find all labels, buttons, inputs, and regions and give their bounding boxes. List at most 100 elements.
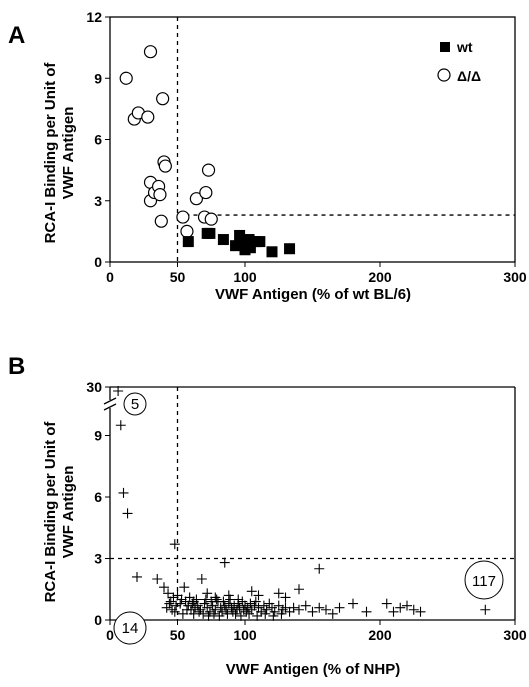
panel-a-ylabel-line2: VWF Antigen [60,107,77,200]
point-plus [221,604,232,615]
point-dd [153,188,167,202]
point-wt [243,234,255,246]
point-plus [207,600,218,611]
point-dd [154,214,168,228]
point-plus [180,596,191,607]
point-plus [241,606,252,617]
point-plus [188,608,199,619]
point-plus [169,539,180,550]
point-plus [202,602,213,613]
point-plus [184,592,195,603]
point-plus [223,598,234,609]
point-dd [143,45,158,59]
point-plus [172,590,183,601]
point-plus [168,592,179,603]
point-dd [204,212,218,226]
point-wt [217,234,229,246]
point-dd [176,210,190,224]
legend-wt-marker [440,42,450,52]
point-plus [273,600,284,611]
panel-a-xtick-label: 300 [503,269,527,285]
panel-a-legend: wt Δ/Δ [437,39,481,84]
point-plus [200,594,211,605]
point-plus [242,602,253,613]
point-plus [225,594,236,605]
point-plus [256,606,267,617]
point-plus [169,606,180,617]
point-wt [182,236,194,248]
point-plus [210,604,221,615]
point-wt [254,236,266,248]
point-wt [244,242,256,254]
point-plus [179,582,190,593]
point-plus [273,588,284,599]
panel-a-xtick-label: 50 [170,269,186,285]
point-plus [167,604,178,615]
point-plus [206,596,217,607]
point-plus [227,606,238,617]
point-plus [267,602,277,613]
point-plus [164,598,175,609]
point-plus [208,608,219,619]
point-plus [233,598,244,609]
point-plus [210,592,221,603]
point-plus [327,608,338,619]
panel-b-ytick-label: 30 [86,379,102,395]
point-plus [132,571,142,582]
point-plus [249,600,260,611]
point-plus [381,598,392,609]
panel-b-ytick-label: 0 [94,612,102,628]
point-plus [211,594,222,605]
panel-b-xlabel: VWF Antigen (% of NHP) [226,661,400,678]
point-plus [321,604,331,615]
point-plus [334,602,345,613]
panel-a-ytick-label: 0 [94,254,102,270]
point-plus [217,606,228,617]
point-plus [480,604,491,615]
point-plus [215,602,226,613]
panel-a-ylabel-line1: RCA-I Binding per Unit of [42,62,59,244]
point-plus [252,610,263,621]
point-plus [240,600,250,611]
point-wt [204,227,216,239]
point-plus [237,596,248,607]
point-plus [165,596,176,607]
point-plus [118,487,129,498]
legend-wt-label: wt [456,39,473,55]
point-plus [250,596,261,607]
point-plus [402,600,412,611]
panel-a: A RCA-I Binding per Unit of VWF Antigen … [8,9,527,303]
panel-b-marks [113,386,491,621]
point-plus [408,604,419,615]
point-plus [190,602,201,613]
point-plus [115,420,126,431]
point-wt [234,229,246,241]
panel-a-frame [109,16,516,263]
point-dd [201,163,216,177]
point-plus [395,602,406,613]
point-plus [214,610,225,621]
point-dd [158,159,172,173]
point-plus [219,557,230,568]
point-plus [269,606,280,617]
point-plus [253,590,264,601]
panel-a-ytick-label: 12 [86,9,102,25]
point-plus [277,604,288,615]
point-dd [189,192,203,206]
count-upper-left: 5 [131,396,139,413]
point-plus [198,608,209,619]
point-plus [246,604,257,615]
count-lower-left: 14 [122,620,139,637]
point-dd [141,110,155,124]
point-wt [284,243,296,255]
point-plus [258,600,269,611]
point-plus [195,604,206,615]
point-plus [253,602,264,613]
panel-b-xtick-label: 50 [170,627,186,643]
point-plus [204,606,215,617]
panel-a-xtick-label: 200 [368,269,392,285]
point-plus [260,608,271,619]
point-plus [159,582,169,593]
point-plus [276,608,287,619]
